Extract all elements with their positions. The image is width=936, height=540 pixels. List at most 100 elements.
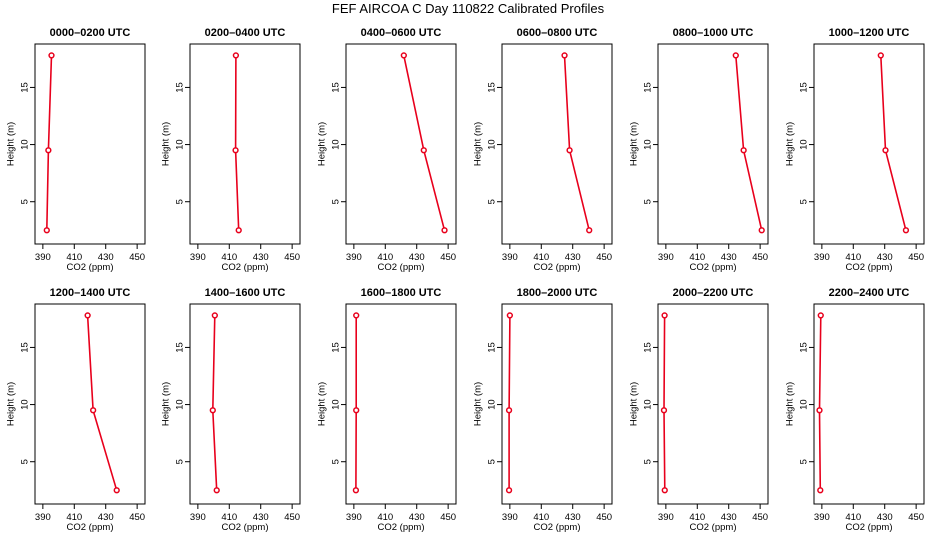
x-tick-label: 390	[35, 512, 51, 523]
x-tick-label: 410	[845, 252, 861, 263]
x-tick-label: 450	[440, 512, 456, 523]
x-tick-label: 450	[129, 512, 145, 523]
x-axis-label: CO2 (ppm)	[690, 262, 737, 273]
plot-frame	[813, 303, 925, 505]
x-tick-label: 410	[689, 512, 705, 523]
data-point	[758, 227, 765, 234]
data-point	[209, 407, 216, 414]
y-tick-label: 10	[487, 399, 498, 410]
x-tick-label: 390	[658, 252, 674, 263]
y-tick-label: 10	[175, 399, 186, 410]
x-tick-label: 450	[908, 512, 924, 523]
data-point	[506, 312, 514, 319]
y-tick-label: 5	[175, 459, 186, 464]
x-tick-label: 410	[66, 512, 82, 523]
panel-title: 1600–1800 UTC	[361, 287, 442, 299]
data-point	[353, 312, 360, 319]
data-point	[400, 52, 407, 59]
data-point	[45, 147, 52, 154]
y-tick-label: 15	[331, 82, 342, 93]
y-tick-label: 15	[643, 82, 654, 93]
x-tick-label: 410	[66, 252, 82, 263]
panel-title: 1800–2000 UTC	[517, 287, 598, 299]
y-axis-label: Height (m)	[161, 122, 172, 166]
data-point	[586, 227, 593, 234]
data-point	[441, 227, 448, 234]
plot-frame	[34, 303, 146, 505]
panel-1: 0000–0200 UTC 390 410 430 450 5 10 15 CO2 (ppm) H…	[6, 27, 146, 273]
data-point	[420, 147, 427, 154]
panel-title: 2000–2200 UTC	[673, 287, 754, 299]
x-tick-label: 430	[98, 252, 114, 263]
x-tick-label: 430	[253, 252, 269, 263]
y-axis-label: Height (m)	[161, 382, 172, 426]
x-tick-label: 410	[533, 252, 549, 263]
y-tick-label: 10	[643, 139, 654, 150]
panel-12: 2200–2400 UTC 390 410 430 450 5 10 15 CO2 (ppm) H…	[785, 287, 925, 533]
x-tick-label: 430	[565, 512, 581, 523]
y-tick-label: 10	[799, 399, 810, 410]
panel-title: 0400–0600 UTC	[361, 27, 442, 39]
panel-4: 0600–0800 UTC 390 410 430 450 5 10 15 CO2 (ppm) H…	[473, 27, 613, 273]
x-tick-label: 450	[752, 252, 768, 263]
data-point	[902, 227, 910, 234]
x-tick-label: 430	[877, 512, 893, 523]
x-tick-label: 390	[502, 252, 518, 263]
plot-frame	[189, 43, 301, 245]
x-tick-label: 410	[845, 512, 861, 523]
profile-line	[46, 55, 53, 231]
panel-title: 0800–1000 UTC	[673, 27, 754, 39]
x-tick-label: 430	[98, 512, 114, 523]
y-tick-label: 5	[799, 199, 810, 204]
x-tick-label: 390	[814, 252, 830, 263]
data-point	[43, 227, 50, 234]
data-point	[561, 52, 568, 59]
x-tick-label: 410	[533, 512, 549, 523]
y-axis-label: Height (m)	[317, 382, 328, 426]
profile-line	[234, 55, 240, 231]
y-tick-label: 15	[487, 342, 498, 353]
data-point	[661, 487, 668, 494]
x-axis-label: CO2 (ppm)	[378, 262, 425, 273]
x-tick-label: 410	[377, 252, 393, 263]
x-tick-label: 450	[908, 252, 924, 263]
y-tick-label: 5	[20, 459, 31, 464]
data-point	[740, 147, 747, 154]
x-axis-label: CO2 (ppm)	[67, 262, 114, 273]
y-tick-label: 5	[331, 459, 342, 464]
y-tick-label: 10	[487, 139, 498, 150]
y-axis-label: Height (m)	[629, 382, 640, 426]
x-tick-label: 390	[190, 252, 206, 263]
data-point	[816, 407, 823, 414]
panel-5: 0800–1000 UTC 390 410 430 450 5 10 15 CO2 (ppm) H…	[629, 27, 769, 273]
plot-frame	[189, 303, 301, 505]
y-tick-label: 15	[20, 342, 31, 353]
y-tick-label: 10	[175, 139, 186, 150]
panel-7: 1200–1400 UTC 390 410 430 450 5 10 15 CO2 (ppm) H…	[6, 287, 146, 533]
y-tick-label: 10	[799, 139, 810, 150]
x-tick-label: 430	[253, 512, 269, 523]
x-tick-label: 430	[409, 512, 425, 523]
x-tick-label: 450	[440, 252, 456, 263]
y-axis-label: Height (m)	[317, 122, 328, 166]
x-tick-label: 450	[596, 512, 612, 523]
x-tick-label: 410	[221, 252, 237, 263]
x-tick-label: 450	[752, 512, 768, 523]
x-axis-label: CO2 (ppm)	[534, 522, 581, 533]
x-tick-label: 390	[658, 512, 674, 523]
panel-title: 1400–1600 UTC	[205, 287, 286, 299]
x-tick-label: 430	[409, 252, 425, 263]
y-tick-label: 15	[331, 342, 342, 353]
x-tick-label: 430	[565, 252, 581, 263]
panel-title: 0600–0800 UTC	[517, 27, 598, 39]
y-tick-label: 10	[20, 399, 31, 410]
data-point	[113, 487, 120, 494]
x-tick-label: 430	[877, 252, 893, 263]
panel-2: 0200–0400 UTC 390 410 430 450 5 10 15 CO2 (ppm) H…	[161, 27, 301, 273]
y-axis-label: Height (m)	[785, 382, 796, 426]
y-axis-label: Height (m)	[629, 122, 640, 166]
data-point	[352, 487, 360, 494]
y-tick-label: 10	[20, 139, 31, 150]
y-axis-label: Height (m)	[6, 382, 17, 426]
